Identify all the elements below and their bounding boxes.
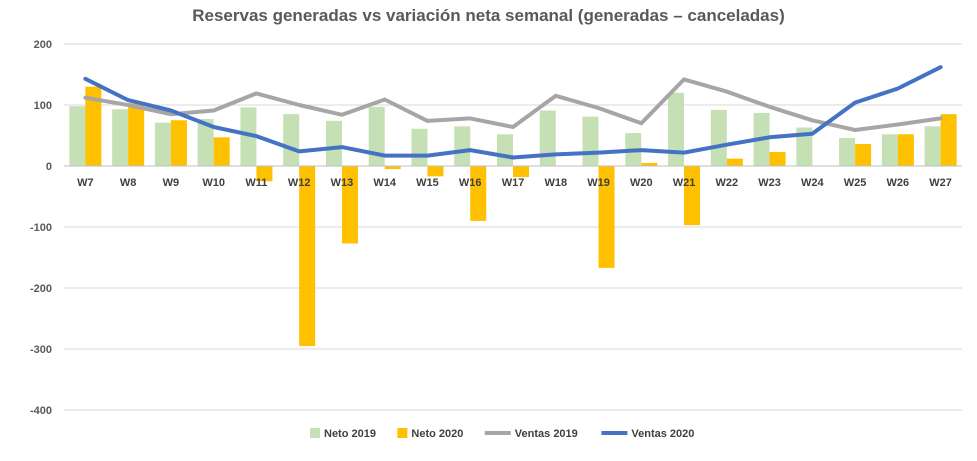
bar bbox=[299, 166, 316, 346]
x-tick-label: W23 bbox=[758, 177, 781, 189]
legend-swatch bbox=[310, 428, 320, 438]
bar bbox=[513, 166, 529, 177]
y-tick-label: 0 bbox=[46, 161, 52, 173]
x-tick-label: W10 bbox=[202, 177, 225, 189]
bar bbox=[710, 109, 727, 166]
bar bbox=[85, 86, 102, 166]
bar bbox=[470, 166, 487, 221]
x-tick-label: W25 bbox=[844, 177, 867, 189]
bar bbox=[170, 120, 187, 166]
legend-label: Ventas 2020 bbox=[631, 428, 694, 440]
bar bbox=[154, 122, 171, 166]
bar bbox=[726, 158, 743, 166]
x-tick-label: W26 bbox=[887, 177, 910, 189]
y-tick-label: 200 bbox=[34, 39, 52, 51]
bar bbox=[69, 106, 86, 166]
bar bbox=[641, 162, 658, 166]
legend-swatch bbox=[397, 428, 408, 438]
bar bbox=[411, 128, 428, 166]
x-tick-label: W21 bbox=[673, 177, 696, 189]
y-tick-label: -400 bbox=[30, 405, 52, 417]
x-tick-label: W27 bbox=[929, 177, 952, 189]
series-line bbox=[83, 65, 943, 160]
x-tick-label: W8 bbox=[120, 177, 137, 189]
bar bbox=[539, 110, 556, 166]
legend-label: Neto 2020 bbox=[411, 428, 463, 440]
x-tick-label: W20 bbox=[630, 177, 653, 189]
bar bbox=[128, 103, 145, 166]
y-tick-label: -300 bbox=[30, 344, 52, 356]
x-tick-label: W18 bbox=[544, 177, 567, 189]
bar bbox=[582, 116, 599, 166]
bar bbox=[112, 109, 129, 166]
y-tick-label: -100 bbox=[30, 222, 52, 234]
x-tick-label: W9 bbox=[163, 177, 180, 189]
bar bbox=[497, 134, 513, 166]
bar bbox=[240, 107, 257, 166]
legend-label: Neto 2019 bbox=[324, 428, 376, 440]
bar bbox=[924, 126, 941, 166]
legend-label: Ventas 2019 bbox=[515, 428, 578, 440]
chart-title: Reservas generadas vs variación neta sem… bbox=[192, 6, 785, 25]
bar bbox=[769, 151, 786, 166]
bar bbox=[940, 114, 957, 166]
bar bbox=[598, 166, 615, 268]
y-tick-label: 100 bbox=[34, 100, 52, 112]
x-tick-label: W17 bbox=[502, 177, 525, 189]
x-tick-label: W11 bbox=[245, 177, 267, 189]
bar bbox=[256, 166, 273, 182]
bar bbox=[341, 166, 358, 244]
x-tick-label: W14 bbox=[373, 177, 397, 189]
x-tick-label: W19 bbox=[587, 177, 610, 189]
bar bbox=[897, 134, 914, 166]
bar bbox=[325, 120, 342, 166]
x-tick-label: W22 bbox=[715, 177, 738, 189]
x-tick-label: W15 bbox=[416, 177, 439, 189]
bar bbox=[427, 166, 444, 177]
y-tick-label: -200 bbox=[30, 283, 52, 295]
bar bbox=[684, 166, 701, 226]
series-line bbox=[83, 77, 943, 132]
x-tick-label: W12 bbox=[288, 177, 311, 189]
bar bbox=[384, 166, 401, 170]
bar bbox=[283, 114, 300, 166]
bar bbox=[881, 134, 898, 166]
bar bbox=[855, 144, 872, 166]
bar bbox=[839, 137, 856, 166]
bar bbox=[454, 126, 471, 166]
bar bbox=[197, 119, 214, 166]
x-tick-label: W7 bbox=[77, 177, 94, 189]
x-tick-label: W13 bbox=[331, 177, 354, 189]
bar bbox=[213, 137, 230, 166]
x-tick-label: W16 bbox=[459, 177, 482, 189]
bar bbox=[796, 127, 813, 166]
x-tick-label: W24 bbox=[801, 177, 825, 189]
bar bbox=[668, 92, 685, 166]
